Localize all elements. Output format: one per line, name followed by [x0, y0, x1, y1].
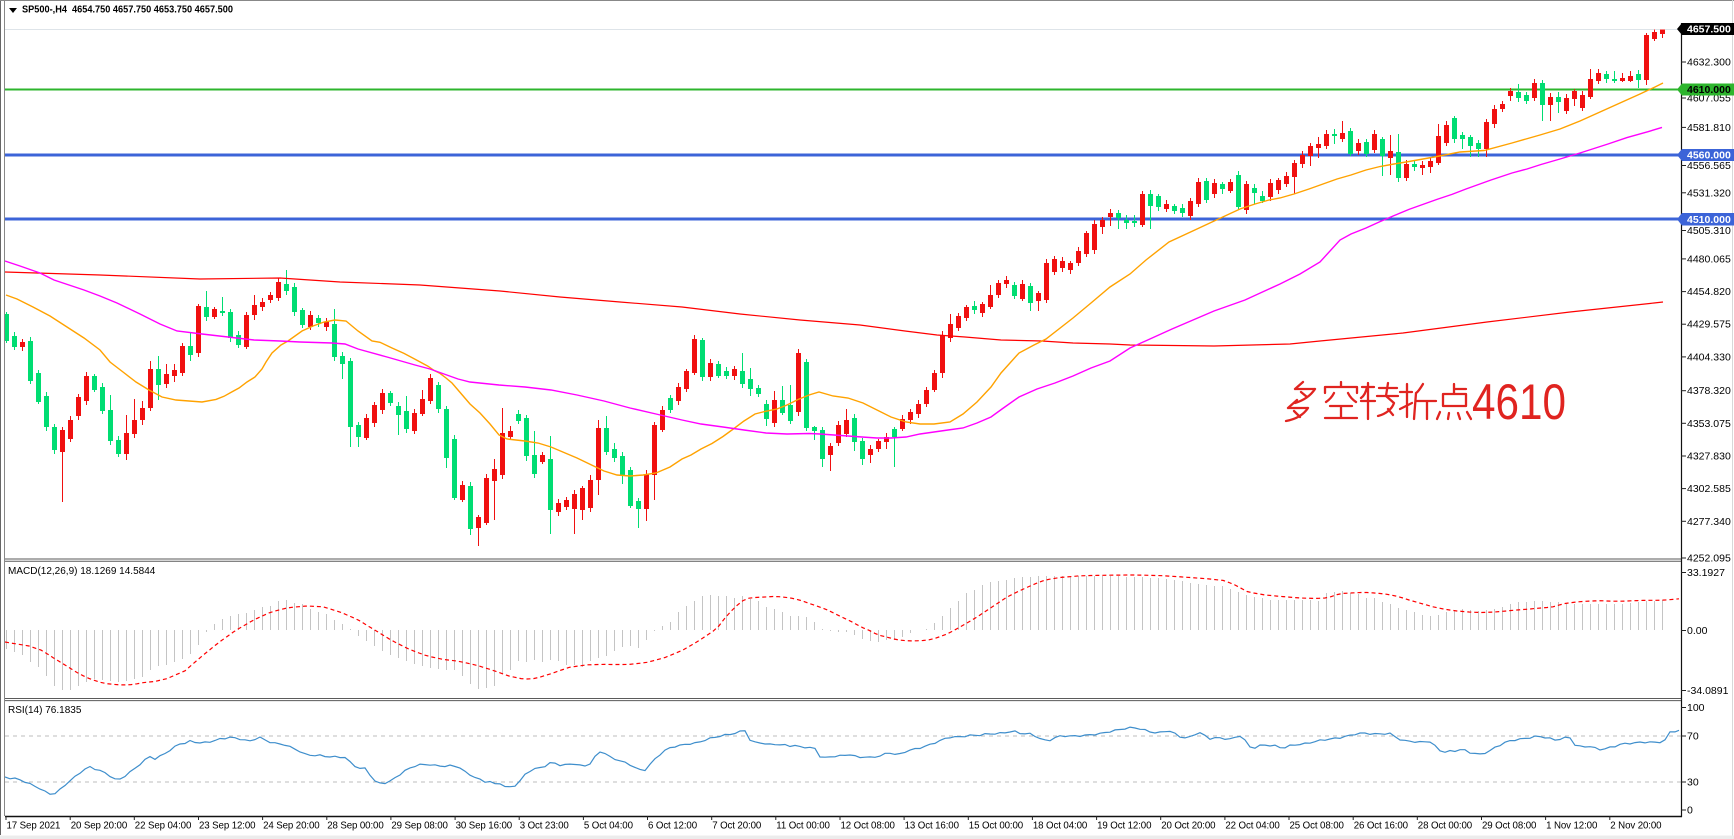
svg-text:4531.320: 4531.320 — [1687, 187, 1731, 199]
svg-text:13 Oct 16:00: 13 Oct 16:00 — [905, 821, 960, 832]
svg-text:0: 0 — [1687, 805, 1693, 817]
svg-text:20 Sep 20:00: 20 Sep 20:00 — [71, 821, 128, 832]
svg-text:28 Oct 00:00: 28 Oct 00:00 — [1418, 821, 1473, 832]
svg-text:20 Oct 20:00: 20 Oct 20:00 — [1161, 821, 1216, 832]
svg-text:30: 30 — [1687, 777, 1699, 789]
svg-text:19 Oct 12:00: 19 Oct 12:00 — [1097, 821, 1152, 832]
svg-text:5 Oct 04:00: 5 Oct 04:00 — [584, 821, 634, 832]
svg-text:30 Sep 16:00: 30 Sep 16:00 — [456, 821, 513, 832]
svg-text:28 Sep 00:00: 28 Sep 00:00 — [327, 821, 384, 832]
svg-text:23 Sep 12:00: 23 Sep 12:00 — [199, 821, 256, 832]
svg-text:29 Sep 08:00: 29 Sep 08:00 — [391, 821, 448, 832]
svg-text:18 Oct 04:00: 18 Oct 04:00 — [1033, 821, 1088, 832]
svg-text:4302.585: 4302.585 — [1687, 483, 1731, 495]
svg-text:70: 70 — [1687, 731, 1699, 743]
svg-text:4610.000: 4610.000 — [1687, 84, 1731, 96]
svg-text:MACD(12,26,9) 18.1269 14.5844: MACD(12,26,9) 18.1269 14.5844 — [8, 566, 156, 577]
svg-text:22 Oct 04:00: 22 Oct 04:00 — [1225, 821, 1280, 832]
svg-text:0.00: 0.00 — [1687, 625, 1708, 637]
svg-text:4277.340: 4277.340 — [1687, 516, 1731, 528]
svg-text:4505.310: 4505.310 — [1687, 225, 1731, 237]
svg-text:100: 100 — [1687, 702, 1705, 714]
svg-text:SP500-,H4 4654.750 4657.750 4: SP500-,H4 4654.750 4657.750 4653.750 465… — [22, 4, 233, 16]
svg-text:24 Sep 20:00: 24 Sep 20:00 — [263, 821, 320, 832]
svg-text:4353.075: 4353.075 — [1687, 418, 1731, 430]
svg-text:4480.065: 4480.065 — [1687, 253, 1731, 265]
svg-text:4404.330: 4404.330 — [1687, 351, 1731, 363]
svg-text:RSI(14) 76.1835: RSI(14) 76.1835 — [8, 705, 82, 716]
svg-text:33.1927: 33.1927 — [1687, 567, 1725, 579]
svg-text:6 Oct 12:00: 6 Oct 12:00 — [648, 821, 698, 832]
svg-text:4429.575: 4429.575 — [1687, 319, 1731, 331]
svg-text:4378.320: 4378.320 — [1687, 385, 1731, 397]
svg-text:25 Oct 08:00: 25 Oct 08:00 — [1290, 821, 1345, 832]
svg-text:4610: 4610 — [1472, 374, 1566, 430]
svg-text:3 Oct 23:00: 3 Oct 23:00 — [520, 821, 570, 832]
svg-text:4556.565: 4556.565 — [1687, 160, 1731, 172]
svg-text:29 Oct 08:00: 29 Oct 08:00 — [1482, 821, 1537, 832]
svg-text:15 Oct 00:00: 15 Oct 00:00 — [969, 821, 1024, 832]
svg-text:-34.0891: -34.0891 — [1687, 685, 1729, 697]
svg-text:1 Nov 12:00: 1 Nov 12:00 — [1546, 821, 1598, 832]
svg-text:4510.000: 4510.000 — [1687, 214, 1731, 226]
svg-text:2 Nov 20:00: 2 Nov 20:00 — [1610, 821, 1662, 832]
svg-text:17 Sep 2021: 17 Sep 2021 — [7, 821, 61, 832]
svg-text:11 Oct 00:00: 11 Oct 00:00 — [776, 821, 830, 832]
svg-text:12 Oct 08:00: 12 Oct 08:00 — [841, 821, 896, 832]
svg-text:7 Oct 20:00: 7 Oct 20:00 — [712, 821, 762, 832]
svg-text:4657.500: 4657.500 — [1687, 24, 1731, 36]
svg-text:4252.095: 4252.095 — [1687, 553, 1731, 565]
svg-text:4454.820: 4454.820 — [1687, 286, 1731, 298]
svg-text:22 Sep 04:00: 22 Sep 04:00 — [135, 821, 192, 832]
svg-text:4581.810: 4581.810 — [1687, 122, 1731, 134]
svg-text:4632.300: 4632.300 — [1687, 57, 1731, 69]
svg-text:4327.830: 4327.830 — [1687, 451, 1731, 463]
svg-text:26 Oct 16:00: 26 Oct 16:00 — [1354, 821, 1409, 832]
svg-text:4560.000: 4560.000 — [1687, 150, 1731, 162]
